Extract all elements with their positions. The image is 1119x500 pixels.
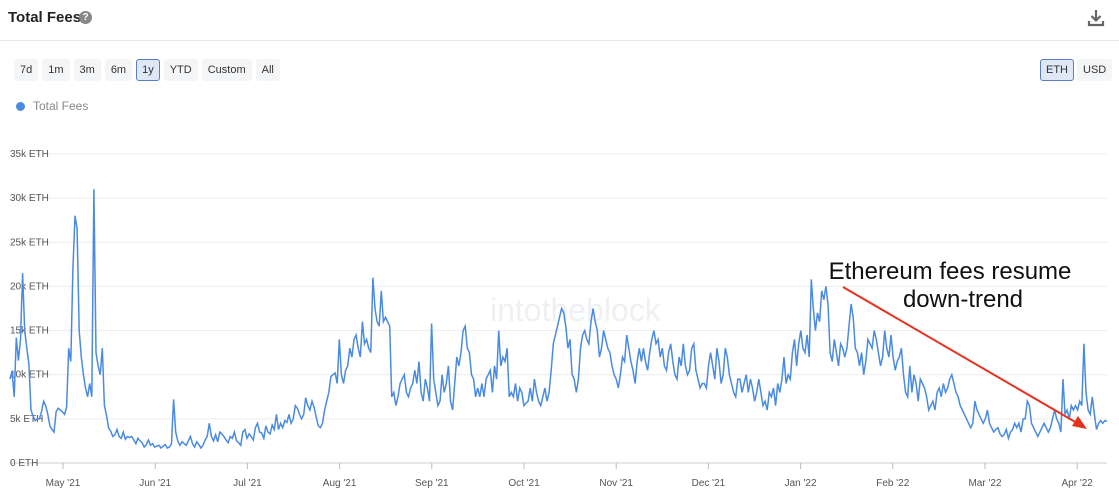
unit-selector: ETH USD (1040, 59, 1113, 81)
y-tick-label: 5k ETH (10, 414, 43, 425)
chart-legend[interactable]: Total Fees (16, 99, 88, 113)
panel-header: Total Fees ? (0, 0, 1119, 41)
x-tick-label: Jun '21 (139, 478, 171, 489)
x-tick-label: May '21 (46, 478, 81, 489)
range-button-1y[interactable]: 1y (136, 59, 160, 81)
annotation-line-1: Ethereum fees resume (829, 258, 1072, 285)
y-tick-label: 30k ETH (10, 193, 49, 204)
y-tick-label: 35k ETH (10, 149, 49, 160)
x-tick-label: Jan '22 (785, 478, 817, 489)
legend-dot-icon (16, 101, 25, 111)
range-button-6m[interactable]: 6m (104, 59, 133, 81)
x-tick-label: Feb '22 (876, 478, 909, 489)
x-tick-label: Dec '21 (692, 478, 726, 489)
y-tick-label: 0 ETH (10, 458, 38, 469)
x-tick-label: Sep '21 (415, 478, 449, 489)
range-button-all[interactable]: All (255, 59, 280, 81)
grid-lines (10, 153, 1107, 464)
y-tick-label: 15k ETH (10, 326, 49, 337)
x-tick-label: Jul '21 (233, 478, 262, 489)
range-button-custom[interactable]: Custom (201, 59, 252, 81)
arrow-head-icon (1072, 416, 1087, 429)
x-tick-label: Aug '21 (323, 478, 357, 489)
series-line (9, 189, 1108, 450)
x-tick-label: Oct '21 (508, 478, 540, 489)
download-icon[interactable] (1087, 8, 1105, 28)
legend-label: Total Fees (33, 99, 89, 113)
x-axis-ticks: May '21 Jun '21 Jul '21 Aug '21 Sep '21 Oct '… (46, 463, 1094, 489)
question-circle-icon[interactable]: ? (79, 11, 92, 24)
annotation-line-2: down-trend (903, 286, 1023, 313)
x-tick-label: Mar '22 (968, 478, 1001, 489)
range-button-ytd[interactable]: YTD (163, 59, 198, 81)
y-tick-label: 25k ETH (10, 237, 49, 248)
page-title: Total Fees (8, 9, 82, 26)
y-tick-label: 20k ETH (10, 281, 49, 292)
unit-button-eth[interactable]: ETH (1040, 59, 1074, 81)
annotation-arrow (842, 286, 1078, 424)
x-tick-label: Nov '21 (599, 478, 633, 489)
time-range-selector: 7d 1m 3m 6m 1y YTD Custom All (14, 59, 280, 81)
range-button-3m[interactable]: 3m (73, 59, 101, 81)
unit-button-usd[interactable]: USD (1077, 59, 1113, 81)
watermark: intotheblock (490, 292, 662, 328)
range-button-7d[interactable]: 7d (14, 59, 39, 81)
x-tick-label: Apr '22 (1062, 478, 1094, 489)
range-button-1m[interactable]: 1m (42, 59, 70, 81)
